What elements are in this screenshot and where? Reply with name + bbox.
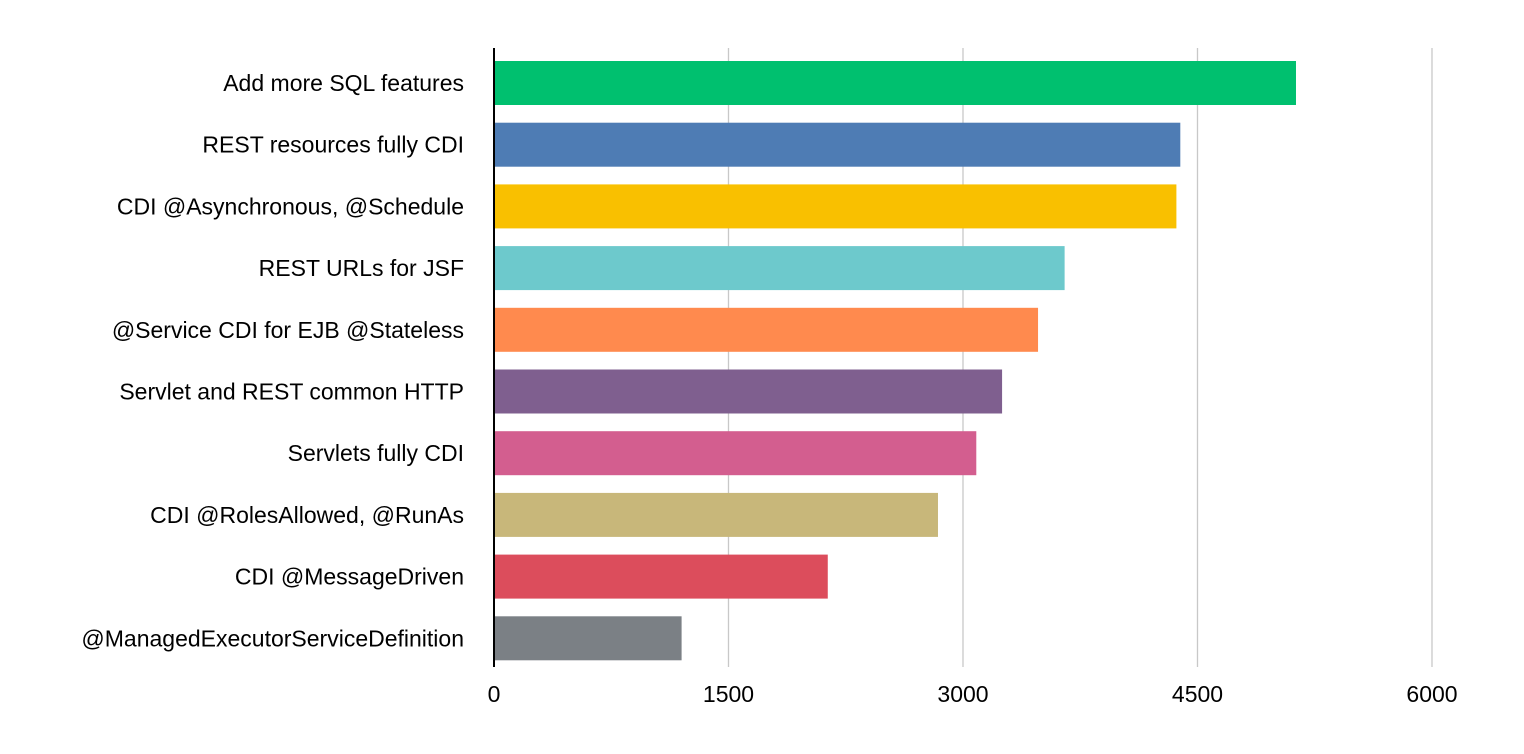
tick-label-layer: 0 1500 3000 4500 6000 [488, 681, 1458, 707]
bar [494, 122, 1181, 167]
category-label: @Service CDI for EJB @Stateless [112, 317, 464, 343]
bar [494, 554, 828, 599]
x-tick-label: 1500 [703, 681, 754, 707]
x-tick-label: 3000 [937, 681, 988, 707]
category-label: CDI @RolesAllowed, @RunAs [150, 502, 464, 528]
bar [494, 431, 977, 476]
bar [494, 616, 682, 661]
category-label: REST resources fully CDI [202, 132, 464, 158]
category-label: CDI @MessageDriven [235, 564, 464, 590]
bar [494, 492, 938, 537]
bar [494, 369, 1003, 414]
bar [494, 307, 1039, 352]
bar-layer [494, 61, 1296, 661]
category-label: Add more SQL features [223, 70, 464, 96]
bar [494, 246, 1065, 291]
category-label-layer: Add more SQL features REST resources full… [81, 70, 464, 651]
x-tick-label: 6000 [1406, 681, 1457, 707]
category-label: Servlet and REST common HTTP [119, 379, 464, 405]
bar [494, 61, 1296, 105]
category-label: CDI @Asynchronous, @Schedule [117, 193, 464, 219]
category-label: REST URLs for JSF [259, 255, 464, 281]
category-label: Servlets fully CDI [288, 440, 464, 466]
category-label: @ManagedExecutorServiceDefinition [81, 625, 464, 651]
x-tick-label: 0 [488, 681, 501, 707]
x-tick-label: 4500 [1172, 681, 1223, 707]
bar [494, 184, 1177, 229]
